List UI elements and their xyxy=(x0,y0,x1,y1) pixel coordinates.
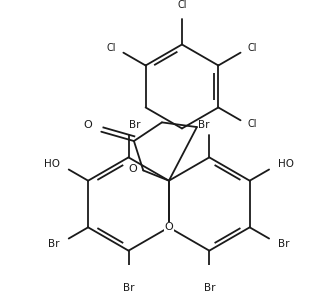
Text: Cl: Cl xyxy=(248,44,257,53)
Text: Cl: Cl xyxy=(107,44,116,53)
Text: O: O xyxy=(165,222,173,232)
Text: HO: HO xyxy=(278,159,294,169)
Text: Br: Br xyxy=(198,120,209,130)
Text: O: O xyxy=(129,164,137,175)
Text: Br: Br xyxy=(203,283,215,292)
Text: Br: Br xyxy=(128,120,140,130)
Text: Cl: Cl xyxy=(248,119,257,129)
Text: Br: Br xyxy=(123,283,134,292)
Text: O: O xyxy=(84,120,93,130)
Text: Br: Br xyxy=(48,239,60,249)
Text: Br: Br xyxy=(278,239,290,249)
Text: Cl: Cl xyxy=(177,1,187,11)
Text: HO: HO xyxy=(44,159,60,169)
